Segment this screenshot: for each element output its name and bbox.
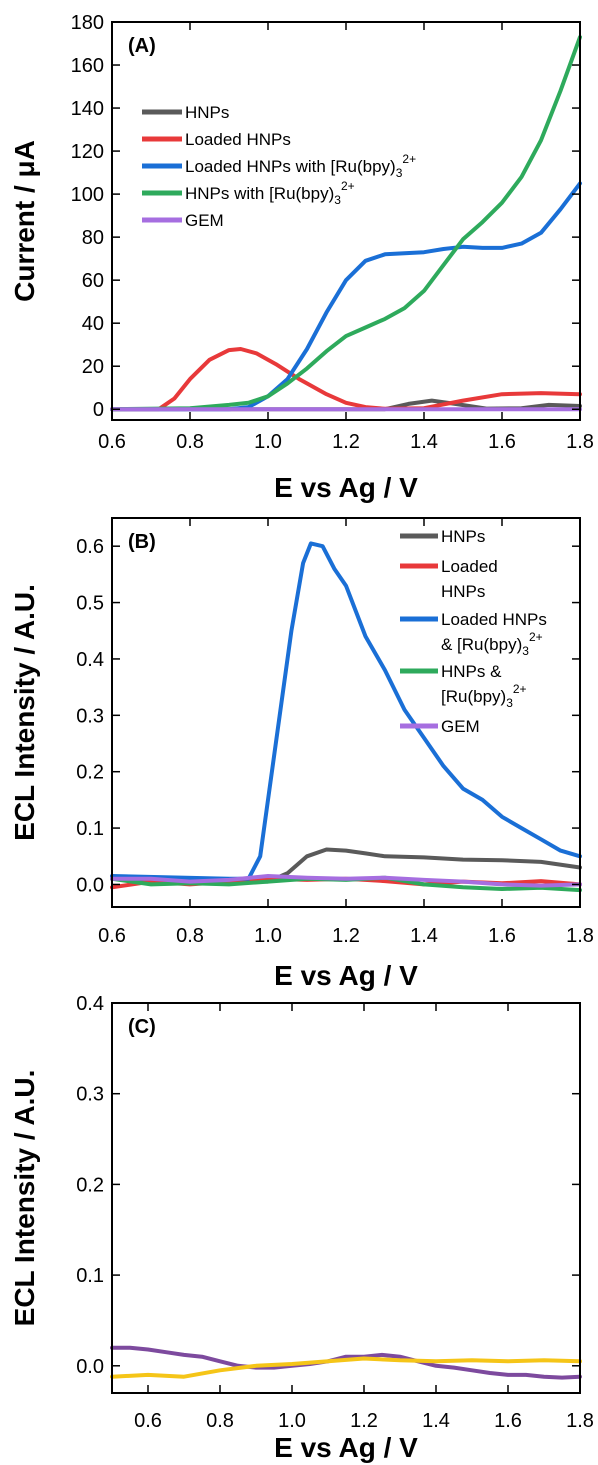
x-tick-label: 1.4 bbox=[410, 925, 438, 947]
y-tick-label: 0.1 bbox=[76, 1265, 104, 1287]
legend-entry-line: [Ru(bpy)32+ bbox=[441, 682, 527, 710]
x-tick-label: 0.6 bbox=[98, 925, 126, 947]
x-tick-label: 1.8 bbox=[566, 431, 594, 453]
y-tick-label: 100 bbox=[71, 184, 104, 206]
x-tick-label: 1.0 bbox=[254, 431, 282, 453]
series-line-loaded-hnps-with-ru-bpy-3-2- bbox=[110, 541, 582, 881]
panel-A: 0.6 0.8 1.0 1.2 1.4 1.6 1.8 0 20 40 60 80 100 120 140 1… bbox=[9, 12, 594, 503]
legend-entry-line: & [Ru(bpy)32+ bbox=[441, 630, 543, 658]
y-tick-label: 0.4 bbox=[76, 993, 104, 1015]
series-line-c-0 bbox=[110, 1345, 582, 1380]
x-tick-label: 1.8 bbox=[566, 1410, 594, 1432]
y-tick-label: 0.6 bbox=[76, 536, 104, 558]
legend-entry: HNPs with [Ru(bpy)32+ bbox=[185, 179, 355, 207]
series-group bbox=[110, 541, 582, 893]
panel-label: (A) bbox=[128, 35, 156, 57]
legend-entry-line: HNPs bbox=[441, 582, 485, 601]
legend-entry-line: HNPs & bbox=[441, 662, 502, 681]
y-tick-label: 0.2 bbox=[76, 1174, 104, 1196]
y-axis-title: ECL Intensity / A.U. bbox=[9, 584, 40, 841]
plot-frame bbox=[111, 1002, 581, 1394]
x-tick-label: 0.8 bbox=[176, 925, 204, 947]
y-tick-label: 0.3 bbox=[76, 705, 104, 727]
y-tick-label: 80 bbox=[82, 227, 104, 249]
y-tick-label: 140 bbox=[71, 98, 104, 120]
y-axis-title: Current / μA bbox=[9, 140, 40, 302]
x-tick-label: 1.2 bbox=[332, 925, 360, 947]
legend-entry: GEM bbox=[185, 211, 224, 230]
x-tick-label: 1.0 bbox=[278, 1410, 306, 1432]
legend-entry-line: Loaded HNPs bbox=[441, 610, 547, 629]
x-tick-label: 1.6 bbox=[488, 431, 516, 453]
legend-entry: HNPs bbox=[185, 103, 229, 122]
panel-C: 0.6 0.8 1.0 1.2 1.4 1.6 1.8 0.0 0.1 0.2 0.3 0.4 (C) E… bbox=[9, 993, 594, 1463]
y-tick-label: 0.0 bbox=[76, 1356, 104, 1378]
x-tick-label: 1.8 bbox=[566, 925, 594, 947]
x-tick-label: 0.8 bbox=[206, 1410, 234, 1432]
y-tick-label: 0.4 bbox=[76, 649, 104, 671]
panel-label: (C) bbox=[128, 1016, 156, 1038]
y-tick-label: 60 bbox=[82, 270, 104, 292]
x-tick-label: 1.4 bbox=[410, 431, 438, 453]
legend: HNPs Loaded HNPs Loaded HNPs& [Ru(bpy)32+ HN… bbox=[400, 527, 547, 736]
series-line-gem bbox=[110, 874, 582, 888]
y-tick-label: 20 bbox=[82, 356, 104, 378]
series-line-hnps-with-ru-bpy-3-2- bbox=[110, 35, 582, 412]
x-tick-label: 0.8 bbox=[176, 431, 204, 453]
plot-frame bbox=[111, 21, 581, 421]
series-line-c-1 bbox=[110, 1356, 582, 1379]
y-tick-label: 0.3 bbox=[76, 1084, 104, 1106]
series-group bbox=[110, 35, 582, 412]
legend-entry-line: HNPs bbox=[441, 527, 485, 546]
legend: HNPs Loaded HNPs Loaded HNPs with [Ru(bpy)… bbox=[142, 103, 416, 230]
series-group bbox=[110, 1345, 582, 1380]
series-line-loaded-hnps bbox=[110, 347, 582, 412]
panel-label: (B) bbox=[128, 531, 156, 553]
y-tick-label: 0.0 bbox=[76, 874, 104, 896]
x-axis-title: E vs Ag / V bbox=[274, 960, 418, 991]
series-line-hnps bbox=[110, 847, 582, 884]
x-tick-label: 1.4 bbox=[422, 1410, 450, 1432]
x-axis-title: E vs Ag / V bbox=[274, 472, 418, 503]
y-tick-label: 0 bbox=[93, 399, 104, 421]
y-axis-title: ECL Intensity / A.U. bbox=[9, 1070, 40, 1327]
legend-entry: Loaded HNPs with [Ru(bpy)32+ bbox=[185, 152, 416, 180]
x-axis-title: E vs Ag / V bbox=[274, 1432, 418, 1463]
x-tick-label: 1.6 bbox=[488, 925, 516, 947]
x-tick-label: 1.2 bbox=[350, 1410, 378, 1432]
y-tick-label: 0.1 bbox=[76, 818, 104, 840]
x-tick-label: 0.6 bbox=[98, 431, 126, 453]
series-line-loaded-hnps-with-ru-bpy-3-2- bbox=[110, 181, 582, 412]
y-tick-label: 40 bbox=[82, 313, 104, 335]
legend-entry: Loaded HNPs bbox=[185, 130, 291, 149]
y-tick-label: 180 bbox=[71, 12, 104, 34]
y-tick-label: 160 bbox=[71, 55, 104, 77]
x-tick-label: 0.6 bbox=[134, 1410, 162, 1432]
y-tick-label: 0.5 bbox=[76, 593, 104, 615]
y-tick-label: 120 bbox=[71, 141, 104, 163]
legend-entry-line: Loaded bbox=[441, 557, 498, 576]
x-tick-label: 1.2 bbox=[332, 431, 360, 453]
x-tick-label: 1.6 bbox=[494, 1410, 522, 1432]
panel-B: 0.6 0.8 1.0 1.2 1.4 1.6 1.8 0.0 0.1 0.2 0.3 0.4 0.5 0… bbox=[9, 517, 594, 991]
y-tick-label: 0.2 bbox=[76, 762, 104, 784]
x-tick-label: 1.0 bbox=[254, 925, 282, 947]
legend-entry-line: GEM bbox=[441, 717, 480, 736]
